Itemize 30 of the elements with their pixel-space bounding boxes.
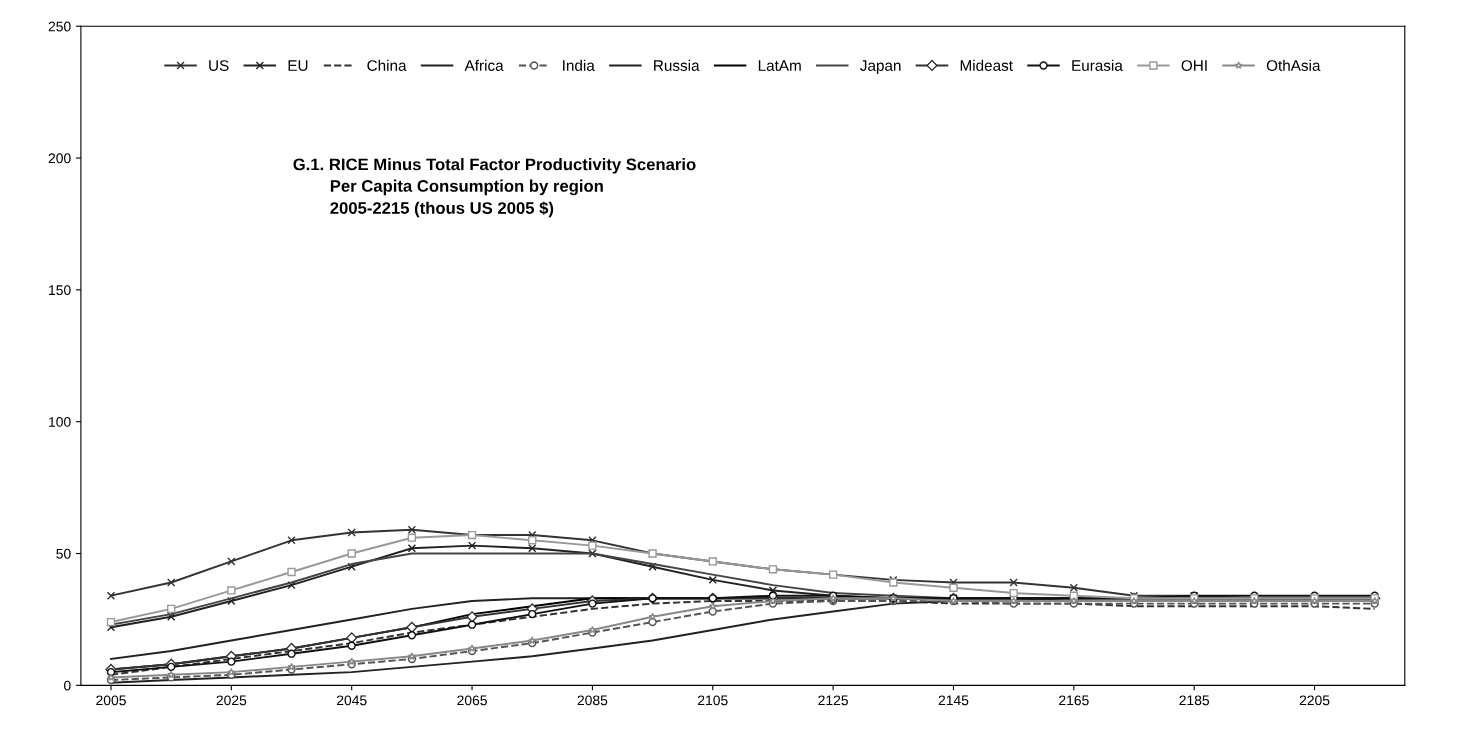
legend-label: Africa <box>464 59 504 71</box>
x-tick-label: 2185 <box>1179 695 1210 706</box>
legend-label: EU <box>288 60 308 71</box>
x-tick-label: 2105 <box>698 695 728 706</box>
x-tick-label: 2205 <box>1299 695 1330 706</box>
y-tick-label: 200 <box>48 153 71 164</box>
legend-label: Eurasia <box>1072 59 1123 71</box>
legend-label: India <box>563 59 595 71</box>
legend-label: US <box>209 60 229 71</box>
x-tick-label: 2045 <box>336 695 367 706</box>
y-tick-label: 0 <box>64 680 71 691</box>
legend-label: OthAsia <box>1266 59 1321 71</box>
x-tick-label: 2025 <box>216 695 247 706</box>
legend-label: Russia <box>654 59 700 71</box>
legend-label: China <box>367 59 407 71</box>
x-tick-label: 2085 <box>577 695 608 706</box>
y-tick-label: 150 <box>49 285 71 296</box>
text: G.1. RICE Minus Total Factor Productivity Scenario Per Capita Consumption by region 2005-2215 (thous US 2005 $) <box>293 158 696 218</box>
x-tick-label: 2125 <box>818 695 848 706</box>
legend-label: Mideast <box>960 59 1013 71</box>
y-tick-label: 50 <box>56 548 71 559</box>
x-tick-label: 2145 <box>938 695 969 706</box>
y-tick-label: 100 <box>49 417 71 427</box>
y-tick-label: 250 <box>48 21 71 32</box>
x-tick-label: 2005 <box>96 695 126 706</box>
legend-label: Japan <box>860 60 901 74</box>
x-tick-label: 2165 <box>1059 695 1089 706</box>
legend-label: LatAm <box>758 60 801 71</box>
x-tick-label: 2065 <box>457 695 487 706</box>
legend-label: OHI <box>1181 60 1207 71</box>
